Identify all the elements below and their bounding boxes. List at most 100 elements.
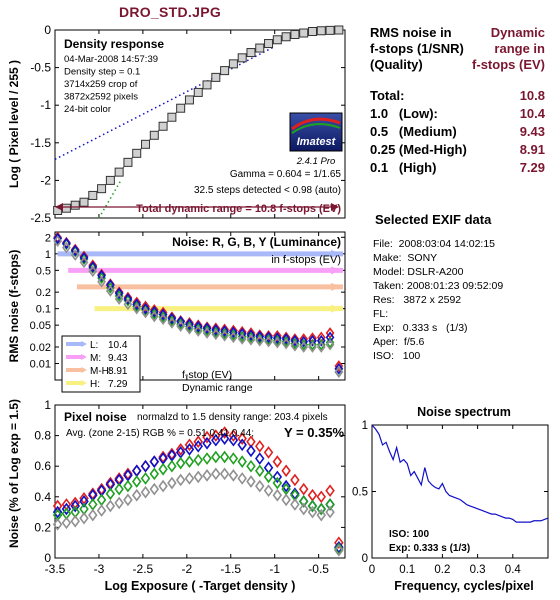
summary-row-med-high: 0.25 (Med-High) 8.91 (370, 142, 545, 157)
pixel-point-red (202, 430, 212, 444)
pixel-point-gray (149, 482, 160, 496)
pixel-avg-text: Avg. (zone 2-15) RGB % = 0.51 0.41 0.44; (66, 428, 254, 439)
rms-point-gray (202, 327, 212, 339)
rms-point-blue (246, 329, 256, 341)
pixel-point-red (290, 473, 300, 487)
pixel-ytick-label: 1 (44, 398, 51, 412)
threshold-arrow (331, 266, 341, 275)
rms-point-gray (272, 336, 282, 349)
pixel-point-gray (96, 504, 107, 517)
rms-point-red (185, 317, 194, 329)
pixel-ytick-label: 0.6 (34, 459, 51, 473)
rms-point-blue (97, 269, 106, 282)
density-point (158, 121, 168, 131)
rms-subtitle: in f-stops (EV) (271, 254, 341, 266)
density-point (316, 26, 326, 36)
rms-point-blue (229, 326, 238, 339)
pixel-point-blue (149, 455, 160, 468)
density-info-line: Density step = 0.1 (64, 67, 140, 78)
pixel-point-green (175, 456, 186, 470)
pixel-point-red (325, 484, 335, 498)
pixel-point-red (272, 455, 283, 468)
density-point (149, 130, 159, 140)
range-arrow-tail (55, 203, 63, 211)
rms-point-blue (325, 331, 335, 344)
pixel-point-blue (272, 470, 283, 484)
pixel-point-gray (123, 493, 133, 507)
pixel-point-gray (272, 488, 283, 502)
rms-point-blue (105, 279, 115, 291)
pixel-point-gray (61, 516, 72, 530)
rms-point-green (123, 294, 133, 307)
pixel-xtick-label: -1 (269, 562, 280, 576)
density-info-line: 24-bit color (64, 104, 111, 115)
rms-point-blue (281, 333, 291, 345)
rms-point-red (132, 296, 142, 309)
imatest-logo-swoosh-green (291, 123, 341, 134)
legend-name: M-H: (90, 366, 112, 377)
rms-point-gray (281, 337, 291, 350)
legend-name: H: (90, 379, 100, 390)
rms-point-blue (308, 334, 317, 347)
rms-footer-line: Dynamic range (182, 382, 253, 394)
exif-make: Make: SONY (373, 252, 438, 264)
summary-header-noise: RMS noise in f-stops (1/SNR) (Quality) (370, 25, 464, 72)
pixel-point-gray (175, 473, 186, 487)
density-point (132, 148, 142, 158)
pixel-point-green (298, 495, 309, 508)
rms-point-red (246, 327, 256, 339)
pixel-point-gray (334, 544, 344, 557)
pixel-point-gray (70, 514, 80, 528)
pixel-point-gray (105, 499, 116, 513)
pixel-point-blue (228, 433, 239, 447)
rms-point-gray (70, 249, 80, 261)
pixel-point-gray (228, 469, 239, 482)
density-ytick-label: -1 (40, 98, 51, 112)
pixel-point-blue (237, 438, 247, 452)
exif-aper: Aper: f/5.6 (373, 336, 425, 348)
rms-point-gray (53, 235, 63, 248)
rms-point-blue (88, 260, 98, 273)
pixel-point-red (237, 432, 247, 445)
pixel-point-gray (193, 470, 203, 484)
rms-point-gray (132, 302, 142, 315)
summary-row-medium: 0.5 (Medium) 9.43 (370, 124, 545, 139)
rms-point-red (141, 300, 150, 313)
pixel-point-blue (255, 452, 265, 465)
pixel-point-gray (52, 518, 63, 531)
density-point (167, 112, 177, 122)
pixel-point-red (316, 490, 327, 504)
density-point (141, 139, 151, 149)
density-info-line: 3714x259 crop of (64, 79, 138, 90)
density-ytick-label: -1.5 (30, 136, 51, 150)
rms-point-blue (299, 335, 309, 348)
pixel-point-gray (307, 505, 318, 519)
density-point (255, 43, 265, 53)
pixel-point-red (281, 464, 291, 478)
spectrum-xtick-label: 0.3 (470, 564, 486, 576)
spectrum-ytick-label: 0.5 (352, 487, 368, 499)
rms-point-green (79, 253, 89, 265)
density-point (290, 30, 300, 40)
noise-spectrum-chart: Noise spectrum 0 0.5 1 0 0.1 0.2 0.3 0.4 ISO: 100… (352, 405, 549, 593)
legend-range: 7.29 (108, 379, 128, 390)
rms-point-gray (220, 329, 229, 342)
pixel-point-green (307, 499, 318, 513)
pixel-point-green (202, 452, 212, 465)
pixel-point-gray (202, 469, 212, 482)
pixel-norm-text: normalzd to 1.5 density range: 203.4 pix… (137, 412, 328, 423)
exif-model: Model: DSLR-A200 (373, 266, 464, 278)
pixel-point-gray (290, 498, 300, 511)
spectrum-xtick-label: 0 (369, 564, 375, 576)
rms-point-red (237, 325, 247, 338)
density-point (114, 167, 124, 177)
rms-point-gray (229, 331, 238, 344)
rms-title: Noise: R, G, B, Y (Luminance) (172, 235, 341, 249)
spectrum-iso-text: ISO: 100 (389, 529, 429, 540)
exif-fl: FL: (373, 308, 389, 320)
density-point (88, 190, 98, 200)
rms-point-blue (141, 302, 150, 315)
rms-point-gray (246, 334, 256, 346)
rms-point-gray (193, 325, 203, 337)
pixel-ytick-label: 0.8 (34, 429, 51, 443)
